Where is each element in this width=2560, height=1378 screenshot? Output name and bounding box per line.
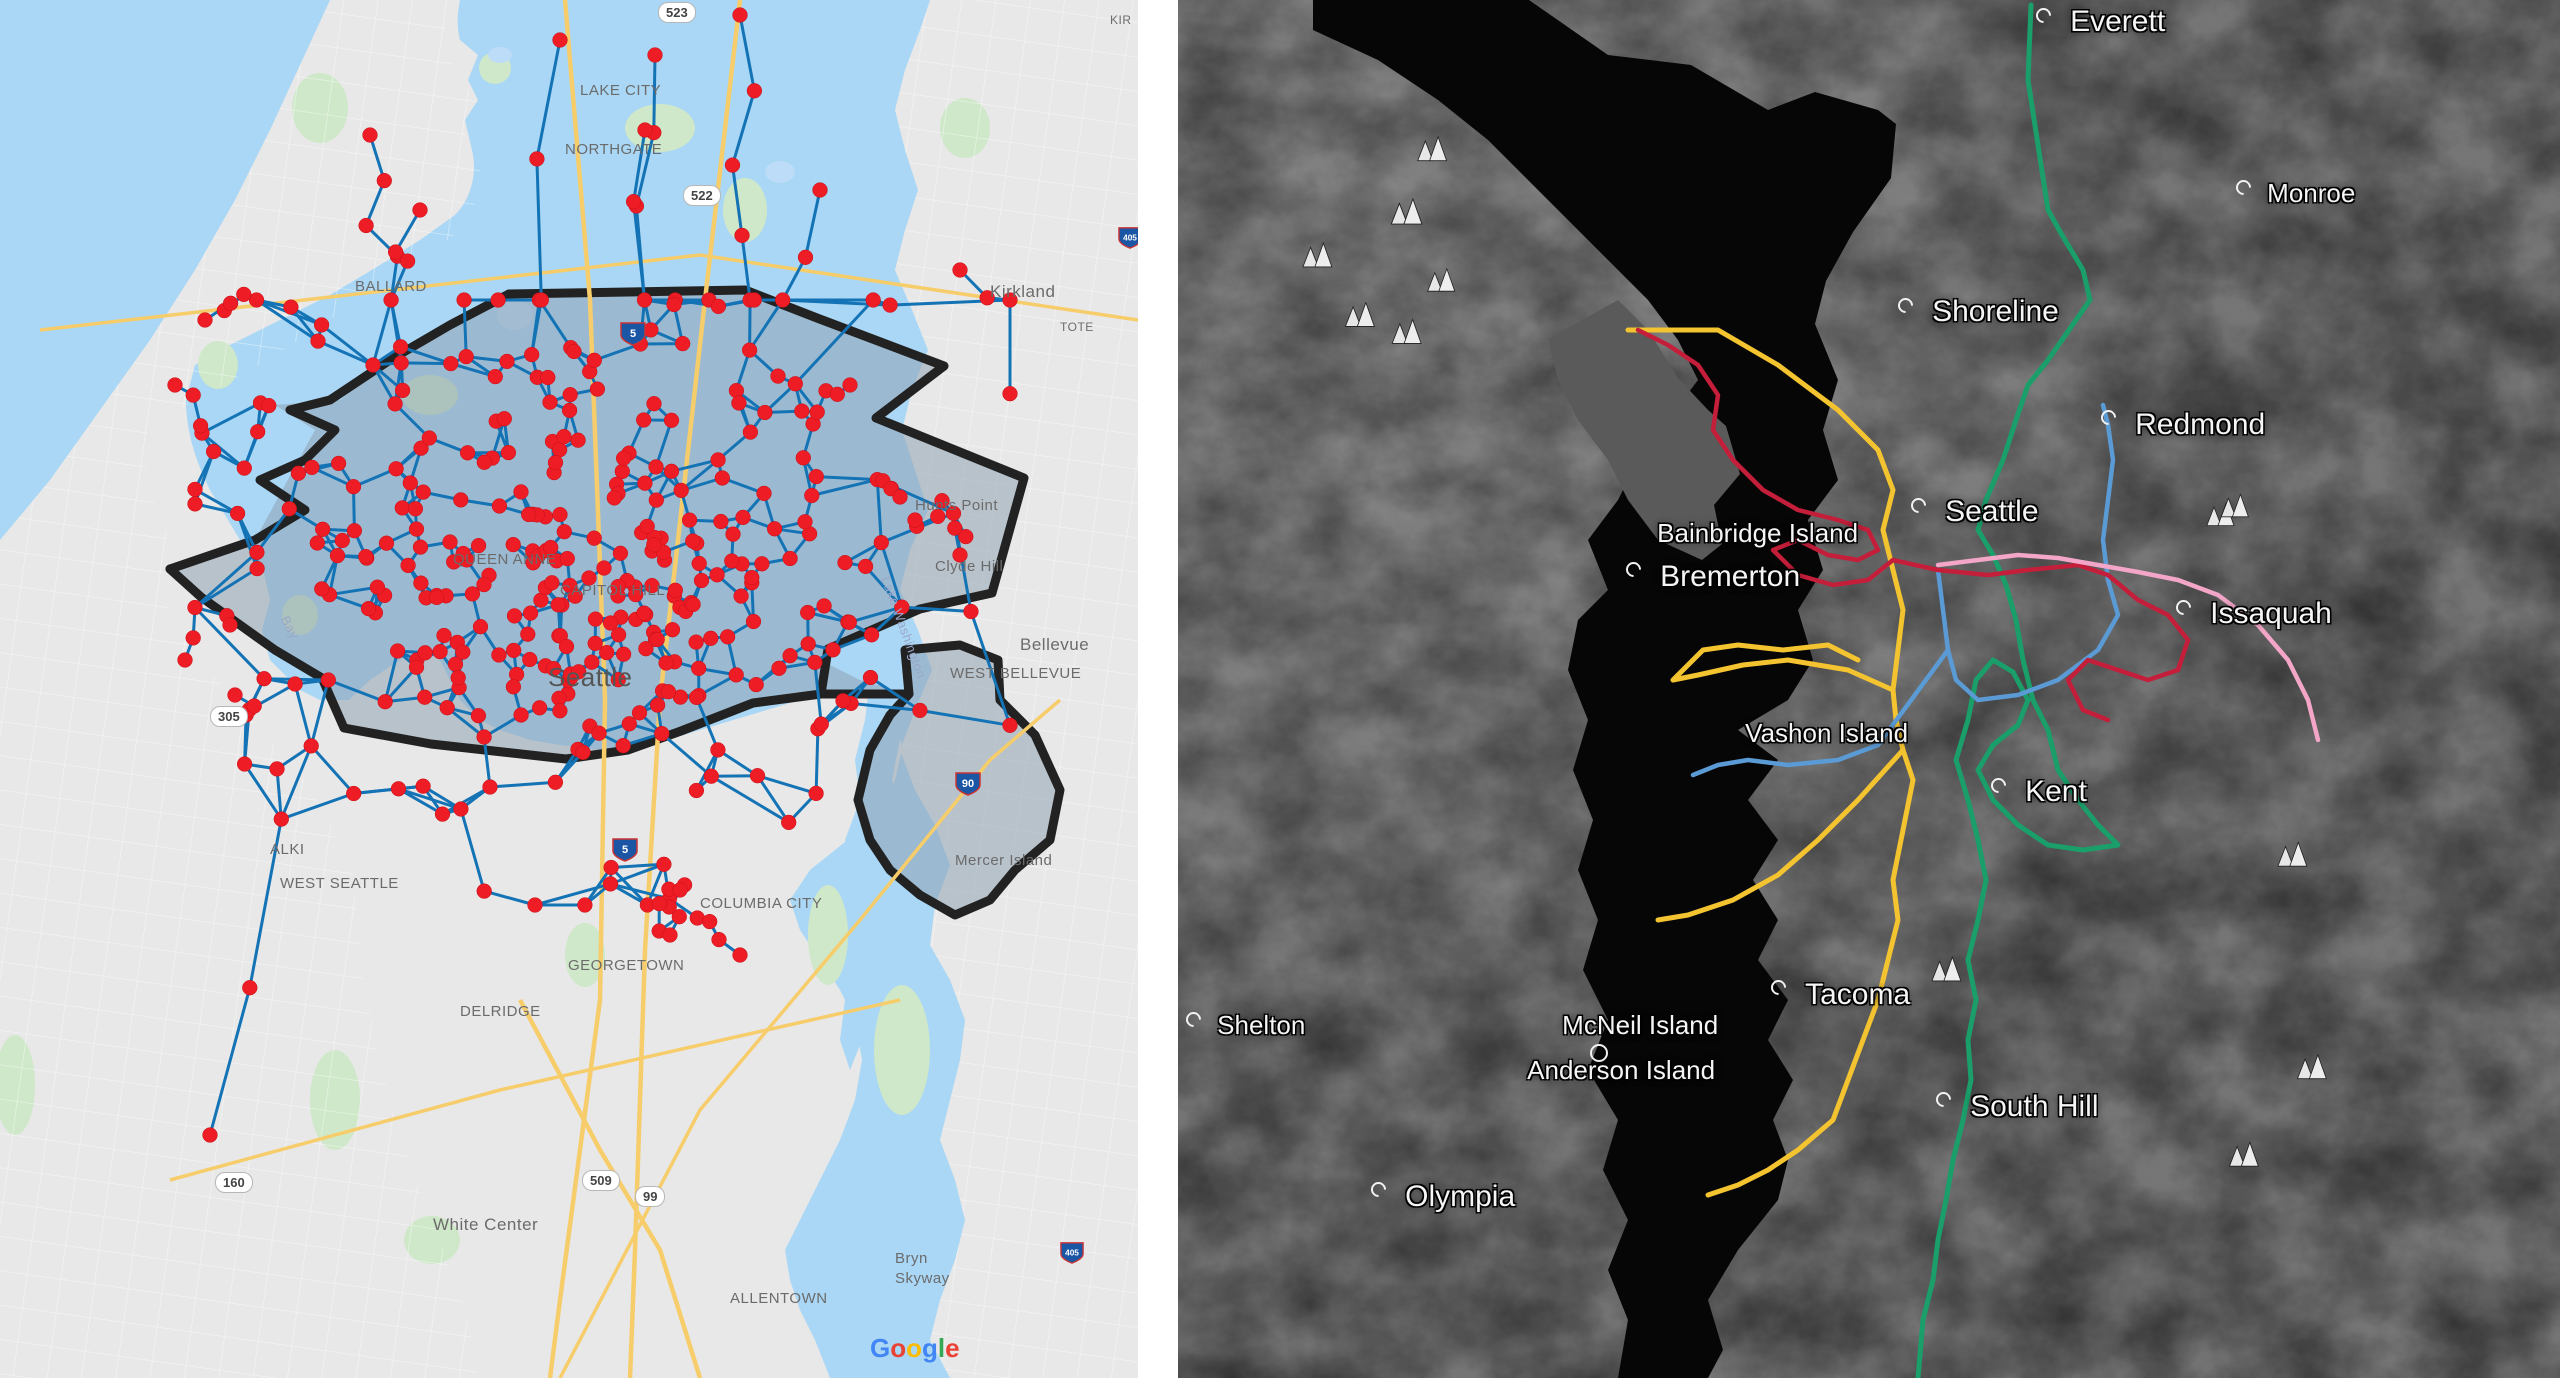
svg-text:405: 405 xyxy=(1123,233,1137,243)
svg-text:5: 5 xyxy=(630,328,636,340)
svg-text:5: 5 xyxy=(622,844,628,856)
svg-text:90: 90 xyxy=(962,778,974,790)
svg-text:405: 405 xyxy=(1065,1248,1079,1258)
